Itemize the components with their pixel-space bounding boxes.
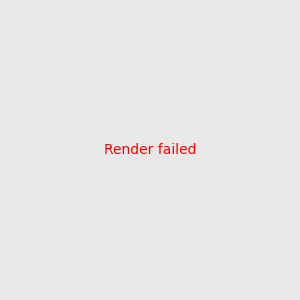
Text: Render failed: Render failed [104, 143, 196, 157]
